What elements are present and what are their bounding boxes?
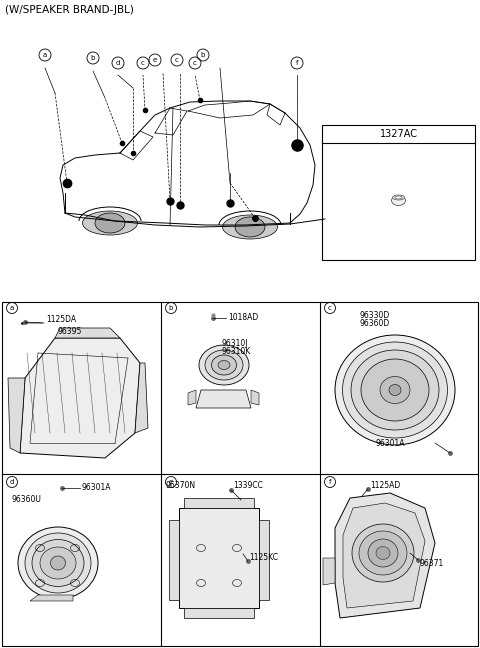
Text: 1339CC: 1339CC: [233, 481, 263, 491]
Ellipse shape: [223, 215, 277, 239]
Polygon shape: [8, 378, 25, 453]
Ellipse shape: [212, 355, 237, 375]
Text: 96301A: 96301A: [375, 439, 405, 448]
Text: d: d: [116, 60, 120, 66]
Text: 96371: 96371: [420, 559, 444, 568]
Text: 1327AC: 1327AC: [380, 129, 418, 139]
Ellipse shape: [335, 335, 455, 445]
Text: e: e: [153, 57, 157, 63]
Text: c: c: [175, 57, 179, 63]
Ellipse shape: [343, 342, 447, 438]
Text: 96360U: 96360U: [12, 496, 42, 505]
Bar: [184, 498, 254, 508]
Text: (W/SPEAKER BRAND-JBL): (W/SPEAKER BRAND-JBL): [5, 5, 134, 15]
Text: f: f: [296, 60, 298, 66]
Ellipse shape: [392, 196, 406, 205]
Bar: [169, 520, 179, 600]
Text: d: d: [10, 479, 14, 485]
Ellipse shape: [50, 556, 65, 570]
Polygon shape: [343, 503, 425, 608]
Ellipse shape: [40, 547, 76, 579]
Ellipse shape: [205, 350, 243, 380]
Text: b: b: [201, 52, 205, 58]
Text: 96310K: 96310K: [221, 347, 250, 356]
Bar: [322, 125, 475, 260]
Text: 1125AD: 1125AD: [370, 481, 400, 491]
Text: 96395: 96395: [58, 327, 83, 336]
Text: 1125KC: 1125KC: [249, 553, 278, 562]
Ellipse shape: [380, 376, 410, 404]
Ellipse shape: [199, 345, 249, 385]
Ellipse shape: [32, 540, 84, 586]
Text: e: e: [169, 479, 173, 485]
Polygon shape: [30, 595, 73, 601]
Bar: [2, 302, 478, 646]
Text: b: b: [91, 55, 95, 61]
Text: b: b: [169, 305, 173, 311]
Text: 96370N: 96370N: [166, 481, 196, 491]
Text: f: f: [329, 479, 331, 485]
Text: a: a: [43, 52, 47, 58]
Text: 96330D: 96330D: [360, 310, 390, 319]
Text: c: c: [141, 60, 145, 66]
Text: 1125DA: 1125DA: [46, 316, 76, 325]
Ellipse shape: [389, 384, 401, 395]
Bar: [184, 608, 254, 618]
Text: 96360D: 96360D: [360, 319, 390, 329]
Ellipse shape: [18, 527, 98, 599]
Ellipse shape: [368, 539, 398, 567]
Ellipse shape: [359, 531, 407, 575]
Ellipse shape: [352, 524, 414, 582]
Ellipse shape: [25, 533, 91, 593]
Ellipse shape: [235, 217, 265, 237]
Polygon shape: [55, 328, 120, 338]
Polygon shape: [135, 363, 148, 433]
Text: a: a: [10, 305, 14, 311]
Text: c: c: [193, 60, 197, 66]
Ellipse shape: [393, 195, 405, 200]
Ellipse shape: [395, 196, 402, 199]
Text: c: c: [328, 305, 332, 311]
Ellipse shape: [218, 360, 230, 369]
Text: 96301A: 96301A: [82, 483, 111, 492]
Bar: [179, 508, 259, 608]
Text: 96310J: 96310J: [221, 338, 248, 347]
Polygon shape: [335, 493, 435, 618]
Text: 1018AD: 1018AD: [228, 314, 258, 323]
Polygon shape: [323, 558, 335, 585]
Polygon shape: [251, 390, 259, 405]
Bar: [259, 520, 269, 600]
Polygon shape: [196, 390, 251, 408]
Ellipse shape: [351, 350, 439, 430]
Polygon shape: [20, 338, 140, 458]
Ellipse shape: [376, 546, 390, 559]
Ellipse shape: [83, 211, 137, 235]
Ellipse shape: [361, 359, 429, 421]
Ellipse shape: [95, 213, 125, 233]
Polygon shape: [188, 390, 196, 405]
